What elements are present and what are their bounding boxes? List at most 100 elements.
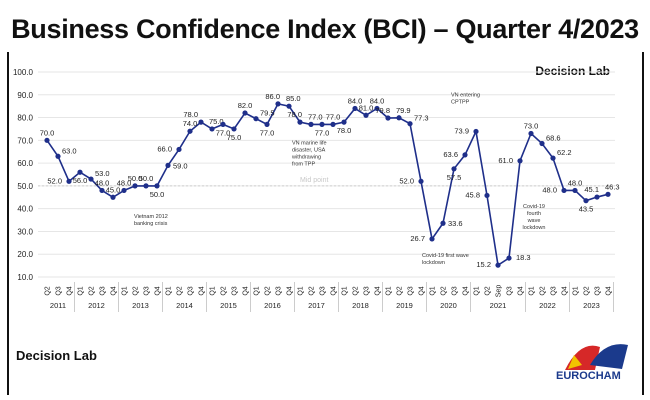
- x-year-label: 2013: [132, 301, 149, 310]
- data-point: [396, 115, 402, 121]
- x-year-label: 2020: [440, 301, 457, 310]
- x-tick-label: Q4: [331, 286, 338, 295]
- y-tick-label: 30.0: [17, 227, 33, 236]
- x-tick-label: Q3: [56, 286, 63, 295]
- x-year-label: 2011: [50, 301, 66, 310]
- data-point: [220, 121, 226, 127]
- x-tick-label: Sep: [496, 285, 503, 298]
- data-point: [561, 187, 567, 194]
- data-point: [286, 103, 292, 109]
- data-label: 86.0: [265, 92, 280, 101]
- logo-text: EUROCHAM: [556, 370, 621, 382]
- annotation-text: banking crisis: [134, 221, 168, 227]
- data-point: [88, 176, 94, 182]
- brand-label-top: Decision Lab: [535, 64, 610, 78]
- data-point: [242, 110, 248, 116]
- data-label: 52.0: [47, 176, 62, 185]
- data-point: [462, 152, 468, 158]
- y-tick-label: 10.0: [17, 273, 33, 282]
- data-label: 79.5: [260, 109, 275, 118]
- data-label: 48.0: [117, 178, 132, 187]
- data-point: [55, 153, 61, 159]
- x-tick-label: Q2: [221, 286, 228, 295]
- annotation-text: withdrawing: [291, 154, 321, 160]
- x-tick-label: Q1: [78, 286, 85, 295]
- x-tick-label: Q1: [298, 286, 305, 295]
- x-tick-label: Q4: [518, 286, 525, 295]
- x-year-label: 2023: [583, 301, 600, 310]
- annotation-text: Vietnam 2012: [134, 214, 168, 220]
- data-label: 84.0: [370, 96, 385, 105]
- x-year-label: 2017: [308, 301, 325, 310]
- x-tick-label: Q3: [452, 286, 459, 295]
- data-label: 45.0: [106, 185, 121, 194]
- data-point: [132, 183, 138, 189]
- data-label: 33.6: [448, 219, 463, 228]
- data-point: [110, 194, 116, 200]
- data-point: [528, 130, 534, 137]
- y-tick-label: 20.0: [17, 250, 33, 259]
- annotation-text: disaster, USA: [292, 147, 326, 153]
- data-point: [209, 126, 215, 132]
- y-tick-label: 90.0: [17, 91, 33, 100]
- data-point: [231, 126, 237, 132]
- data-point: [198, 119, 204, 125]
- data-point: [572, 187, 578, 194]
- data-label: 74.0: [183, 119, 198, 128]
- x-tick-label: Q4: [155, 286, 162, 295]
- data-label: 50.0: [139, 174, 154, 183]
- data-point: [440, 220, 446, 226]
- data-label: 63.6: [443, 150, 458, 159]
- data-point: [506, 255, 512, 261]
- annotation-text: VN entering: [451, 92, 480, 98]
- x-tick-label: Q2: [441, 286, 448, 295]
- data-label: 48.0: [542, 185, 557, 194]
- x-tick-label: Q4: [199, 286, 206, 295]
- data-label: 62.2: [557, 148, 572, 157]
- data-point: [66, 178, 72, 184]
- data-label: 48.0: [568, 178, 583, 187]
- data-label: 26.7: [410, 234, 425, 243]
- x-tick-label: Q4: [111, 286, 118, 295]
- x-tick-label: Q3: [144, 286, 151, 295]
- y-tick-label: 40.0: [17, 205, 33, 214]
- data-point: [583, 198, 589, 204]
- y-tick-label: 80.0: [17, 114, 33, 123]
- data-label: 63.0: [62, 146, 77, 155]
- data-label: 78.0: [183, 110, 198, 119]
- data-point: [264, 121, 270, 127]
- x-year-label: 2022: [539, 301, 556, 310]
- x-tick-label: Q3: [188, 286, 195, 295]
- data-point: [319, 121, 325, 127]
- x-tick-label: Q1: [386, 286, 393, 295]
- data-label: 46.3: [605, 182, 620, 191]
- data-label: 43.5: [579, 205, 594, 214]
- data-label: 81.0: [359, 103, 374, 112]
- data-label: 77.0: [315, 128, 330, 137]
- data-point: [275, 101, 281, 107]
- brand-label-bottom: Decision Lab: [16, 348, 97, 363]
- data-label: 77.0: [260, 128, 275, 137]
- x-tick-label: Q3: [595, 286, 602, 295]
- data-point: [550, 155, 556, 161]
- x-tick-label: Q1: [430, 286, 437, 295]
- data-label: 78.0: [337, 126, 352, 135]
- data-point: [154, 183, 160, 189]
- data-point: [297, 119, 303, 125]
- data-label: 15.2: [476, 260, 491, 269]
- midpoint-label: Mid point: [300, 177, 328, 184]
- data-point: [473, 128, 479, 135]
- annotation-text: lockdown: [523, 225, 546, 231]
- x-year-label: 2012: [88, 301, 105, 310]
- data-label: 66.0: [157, 144, 172, 153]
- x-tick-label: Q3: [408, 286, 415, 295]
- data-label: 73.0: [524, 122, 539, 131]
- data-point: [253, 116, 259, 122]
- data-label: 77.0: [308, 112, 323, 121]
- x-tick-label: Q2: [45, 286, 52, 295]
- x-tick-label: Q2: [265, 286, 272, 295]
- data-label: 75.0: [209, 117, 224, 126]
- x-tick-label: Q1: [210, 286, 217, 295]
- data-point: [539, 140, 545, 147]
